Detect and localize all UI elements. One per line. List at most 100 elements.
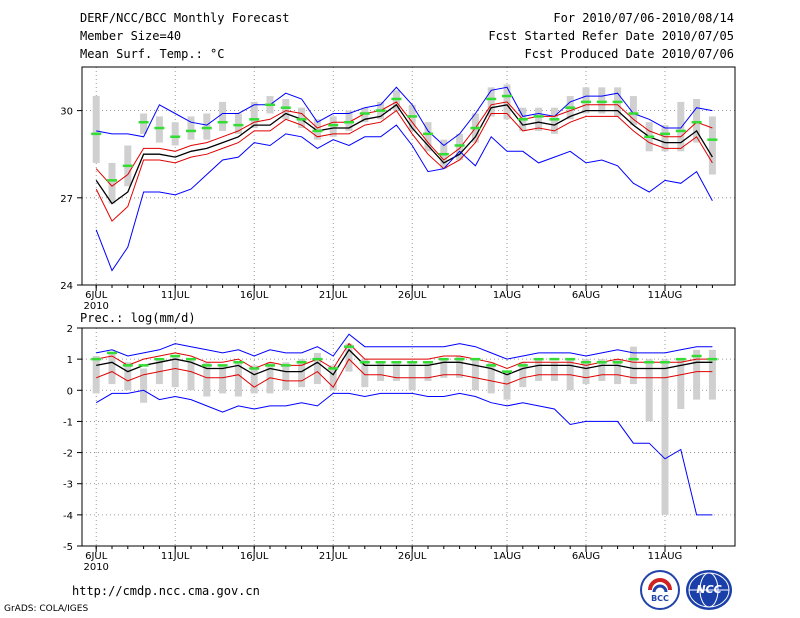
variable-label: Mean Surf. Temp.: °C xyxy=(80,47,225,61)
source-url[interactable]: http://cmdp.ncc.cma.gov.cn xyxy=(72,584,260,598)
y-tick-label: 24 xyxy=(60,281,73,292)
range-bar xyxy=(677,359,685,409)
range-bar xyxy=(203,362,211,397)
range-bar xyxy=(392,362,400,381)
range-bar xyxy=(424,362,432,381)
range-bar xyxy=(219,101,227,131)
series-min xyxy=(95,389,713,516)
range-bar xyxy=(140,113,148,134)
forecast-produced-date: Fcst Produced Date 2010/07/06 xyxy=(524,47,734,61)
plot-frame xyxy=(81,327,736,547)
range-bar xyxy=(155,116,163,143)
range-bar xyxy=(408,104,416,131)
y-tick-label: 0 xyxy=(67,386,73,397)
range-bar xyxy=(440,359,448,378)
forecast-title: DERF/NCC/BCC Monthly Forecast xyxy=(80,11,290,25)
range-bar xyxy=(361,359,369,388)
range-bar xyxy=(234,113,242,134)
range-bar xyxy=(535,107,543,131)
range-bar xyxy=(250,101,258,129)
range-bar xyxy=(329,365,337,391)
range-bar xyxy=(408,362,416,391)
y-tick-label: -5 xyxy=(63,542,73,553)
range-bar xyxy=(250,365,258,394)
x-tick-label: 11JUL xyxy=(161,290,190,301)
range-bar xyxy=(361,107,369,123)
y-tick-label: -1 xyxy=(63,417,73,428)
range-bar xyxy=(598,359,606,381)
x-tick-label: 21JUL xyxy=(319,551,348,562)
series-min xyxy=(95,124,713,272)
range-bar xyxy=(313,119,321,140)
grads-credit: GrADS: COLA/IGES xyxy=(4,604,89,614)
range-bar xyxy=(92,356,100,394)
plot-frame xyxy=(81,66,736,286)
x-tick-label: 26JUL xyxy=(398,290,427,301)
x-tick-sublabel: 2010 xyxy=(83,301,108,312)
bcc-emblem-icon xyxy=(648,578,672,593)
range-bar xyxy=(171,356,179,388)
range-bar xyxy=(282,362,290,391)
forecast-start-date: Fcst Started Refer Date 2010/07/05 xyxy=(488,29,734,43)
range-bar xyxy=(645,359,653,422)
range-bar xyxy=(377,362,385,381)
range-bar xyxy=(661,125,669,152)
precip-panel-label: Prec.: log(mm/d) xyxy=(80,311,196,325)
series-spread_high xyxy=(95,101,713,187)
y-tick-label: 1 xyxy=(67,355,73,366)
range-bar xyxy=(677,101,685,152)
series-spread_low xyxy=(96,358,713,389)
member-size: Member Size=40 xyxy=(80,29,182,43)
series-mean xyxy=(95,103,713,205)
range-bar xyxy=(550,107,558,134)
range-bar xyxy=(219,365,227,394)
series-mean xyxy=(96,348,713,376)
range-bar xyxy=(708,349,716,400)
range-bar xyxy=(582,87,590,114)
x-tick-label: 11JUL xyxy=(161,551,190,562)
range-bar xyxy=(471,359,479,391)
x-tick-label: 6JUL xyxy=(85,290,108,301)
ncc-logo-text: NCC xyxy=(696,583,722,596)
series-spread_low xyxy=(95,109,713,222)
series-spread_high xyxy=(96,342,713,370)
range-bar xyxy=(282,98,290,120)
range-bar xyxy=(92,96,100,163)
range-bar xyxy=(298,107,306,129)
x-tick-label: 11AUG xyxy=(648,551,683,562)
y-tick-label: -4 xyxy=(63,511,73,522)
x-tick-label: 1AUG xyxy=(493,551,521,562)
range-bar xyxy=(203,113,211,140)
x-tick-label: 6AUG xyxy=(572,290,600,301)
range-bar xyxy=(582,359,590,385)
x-tick-label: 6AUG xyxy=(572,551,600,562)
range-bar xyxy=(298,359,306,388)
series-max xyxy=(96,333,713,360)
forecast-period: For 2010/07/06-2010/08/14 xyxy=(553,11,734,25)
bcc-logo: BCC xyxy=(640,570,680,610)
y-tick-label: 30 xyxy=(60,107,73,118)
range-bar xyxy=(661,359,669,515)
ncc-globe-icon xyxy=(688,572,730,608)
x-tick-label: 26JUL xyxy=(398,551,427,562)
range-bar xyxy=(108,352,116,385)
x-tick-label: 1AUG xyxy=(493,290,521,301)
range-bar xyxy=(124,362,132,391)
range-bar xyxy=(487,87,495,117)
ncc-logo: NCC xyxy=(686,570,732,610)
x-tick-label: 6JUL xyxy=(85,551,108,562)
y-tick-label: -3 xyxy=(63,480,73,491)
range-bar xyxy=(535,359,543,381)
range-bar xyxy=(487,362,495,394)
range-bar xyxy=(550,362,558,381)
range-bar xyxy=(629,346,637,385)
range-bar xyxy=(708,116,716,175)
range-bar xyxy=(345,110,353,131)
range-bar xyxy=(108,162,116,204)
range-bar xyxy=(693,349,701,400)
range-bar xyxy=(392,90,400,111)
